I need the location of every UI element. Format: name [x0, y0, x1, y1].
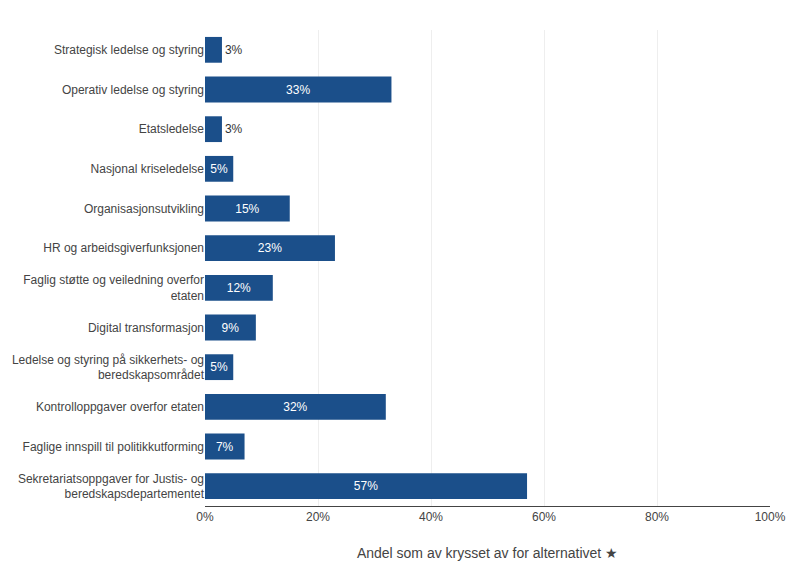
- svg-text:12%: 12%: [227, 281, 251, 295]
- svg-text:5%: 5%: [210, 162, 228, 176]
- svg-text:40%: 40%: [419, 510, 443, 524]
- svg-text:57%: 57%: [354, 479, 378, 493]
- svg-text:7%: 7%: [216, 440, 234, 454]
- svg-text:5%: 5%: [210, 360, 228, 374]
- svg-text:Faglige innspill til politikku: Faglige innspill til politikkutforming: [23, 440, 204, 454]
- svg-text:60%: 60%: [532, 510, 556, 524]
- svg-text:33%: 33%: [286, 83, 310, 97]
- svg-text:Sekretariatsoppgaver for Justi: Sekretariatsoppgaver for Justis- ogbered…: [18, 472, 205, 502]
- svg-text:23%: 23%: [258, 241, 282, 255]
- svg-text:3%: 3%: [225, 122, 243, 136]
- svg-text:80%: 80%: [645, 510, 669, 524]
- svg-text:Operativ ledelse og styring: Operativ ledelse og styring: [62, 83, 204, 97]
- svg-text:Digital transformasjon: Digital transformasjon: [88, 321, 204, 335]
- svg-text:Andel som av krysset av for al: Andel som av krysset av for alternativet…: [357, 545, 618, 561]
- svg-text:Strategisk ledelse og styring: Strategisk ledelse og styring: [54, 43, 204, 57]
- svg-text:15%: 15%: [235, 202, 259, 216]
- svg-text:Etatsledelse: Etatsledelse: [139, 122, 205, 136]
- svg-text:Faglig støtte og veiledning ov: Faglig støtte og veiledning overforetate…: [23, 273, 204, 303]
- svg-text:100%: 100%: [755, 510, 786, 524]
- svg-text:Ledelse og styring på sikkerhe: Ledelse og styring på sikkerhets- ogbere…: [12, 353, 205, 383]
- svg-text:20%: 20%: [306, 510, 330, 524]
- svg-text:32%: 32%: [283, 400, 307, 414]
- svg-text:3%: 3%: [225, 43, 243, 57]
- svg-text:Organisasjonsutvikling: Organisasjonsutvikling: [84, 202, 204, 216]
- svg-text:Nasjonal kriseledelse: Nasjonal kriseledelse: [91, 162, 205, 176]
- svg-text:HR og arbeidsgiverfunksjonen: HR og arbeidsgiverfunksjonen: [43, 241, 204, 255]
- svg-text:0%: 0%: [196, 510, 214, 524]
- svg-text:9%: 9%: [222, 321, 240, 335]
- svg-text:Kontrolloppgaver overfor etate: Kontrolloppgaver overfor etaten: [36, 400, 204, 414]
